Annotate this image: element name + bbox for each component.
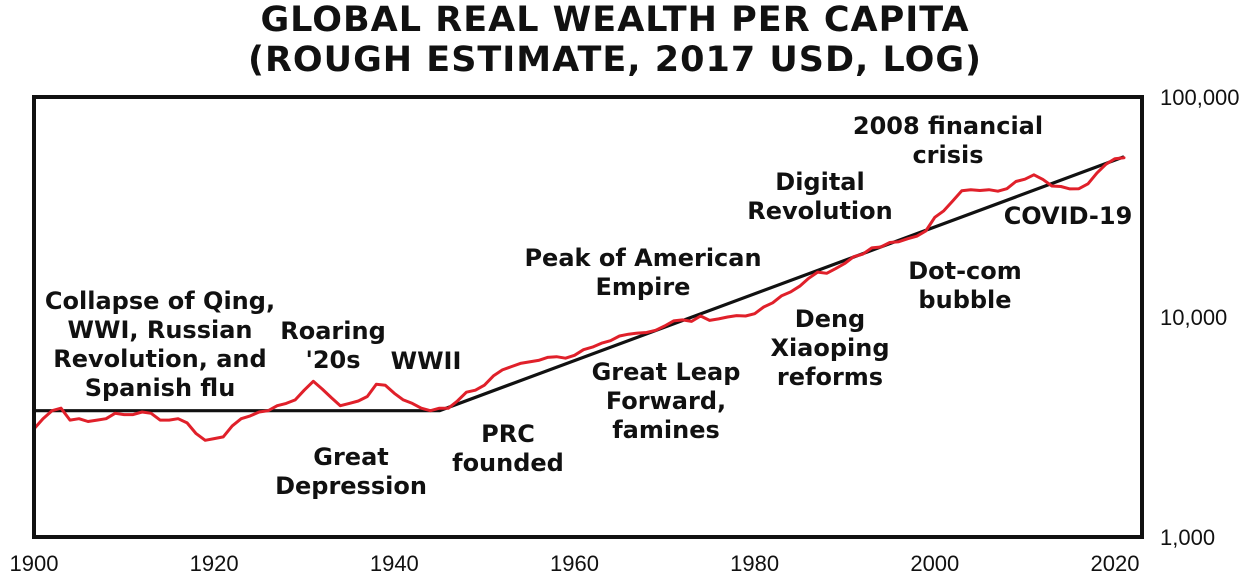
x-tick-label: 1960 (550, 551, 599, 575)
annotation-line: WWII (391, 347, 462, 375)
annotation-line: Revolution (747, 197, 892, 225)
annotation-line: Dot-com (908, 257, 1022, 285)
annotation-line: founded (452, 449, 564, 477)
x-tick-label: 2020 (1090, 551, 1139, 575)
annotation-label: Great Depression (275, 443, 427, 500)
annotation-line: '20s (305, 346, 360, 374)
x-tick-label: 1920 (190, 551, 239, 575)
annotation-label: Great Leap Forward, famines (592, 358, 741, 444)
x-tick-label: 2000 (910, 551, 959, 575)
annotation-line: COVID-19 (1004, 202, 1133, 230)
annotation-line: 2008 financial (853, 112, 1043, 140)
annotation-line: Empire (596, 273, 691, 301)
annotation-layer: Collapse of Qing, WWI, Russian Revolution,… (45, 112, 1132, 500)
annotation-label: Digital Revolution (747, 168, 892, 225)
annotation-line: Great (313, 443, 388, 471)
annotation-label: Deng Xiaoping reforms (770, 305, 889, 391)
annotation-line: Spanish flu (85, 374, 236, 402)
annotation-label: Dot-com bubble (908, 257, 1022, 314)
annotation-line: crisis (912, 141, 983, 169)
annotation-line: Forward, (606, 387, 726, 415)
chart-subtitle: (ROUGH ESTIMATE, 2017 USD, LOG) (247, 40, 983, 80)
annotation-line: famines (612, 416, 720, 444)
annotation-line: Roaring (280, 317, 386, 345)
annotation-line: Collapse of Qing, (45, 287, 275, 315)
plot-layer (32, 95, 1144, 539)
y-tick-label: 1,000 (1160, 525, 1215, 550)
annotation-line: WWI, Russian (68, 316, 253, 344)
annotation-label: COVID-19 (1004, 202, 1133, 230)
tick-layer: 1900 1920 1940 1960 1980 2000 2020 1,000 10,000 1… (10, 85, 1240, 575)
annotation-line: Depression (275, 472, 427, 500)
annotation-line: bubble (918, 286, 1011, 314)
y-tick-label: 10,000 (1160, 305, 1227, 330)
annotation-line: Xiaoping (770, 334, 889, 362)
annotation-line: reforms (777, 363, 883, 391)
x-tick-label: 1900 (10, 551, 59, 575)
annotation-label: 2008 financial crisis (853, 112, 1043, 169)
plot-frame (32, 95, 1144, 539)
x-tick-label: 1940 (370, 551, 419, 575)
wealth-series-line (32, 156, 1126, 442)
x-tick-label: 1980 (730, 551, 779, 575)
annotation-line: PRC (481, 420, 535, 448)
annotation-line: Deng (795, 305, 865, 333)
annotation-label: Collapse of Qing, WWI, Russian Revolution,… (45, 287, 275, 402)
annotation-label: PRC founded (452, 420, 564, 477)
y-tick-label: 100,000 (1160, 85, 1240, 110)
annotation-label: Roaring '20s (280, 317, 386, 374)
annotation-line: Peak of American (524, 244, 761, 272)
annotation-line: Great Leap (592, 358, 741, 386)
annotation-label: Peak of American Empire (524, 244, 761, 301)
chart-title: GLOBAL REAL WEALTH PER CAPITA (260, 0, 970, 40)
annotation-label: WWII (391, 347, 462, 375)
annotation-line: Revolution, and (53, 345, 266, 373)
annotation-line: Digital (775, 168, 864, 196)
